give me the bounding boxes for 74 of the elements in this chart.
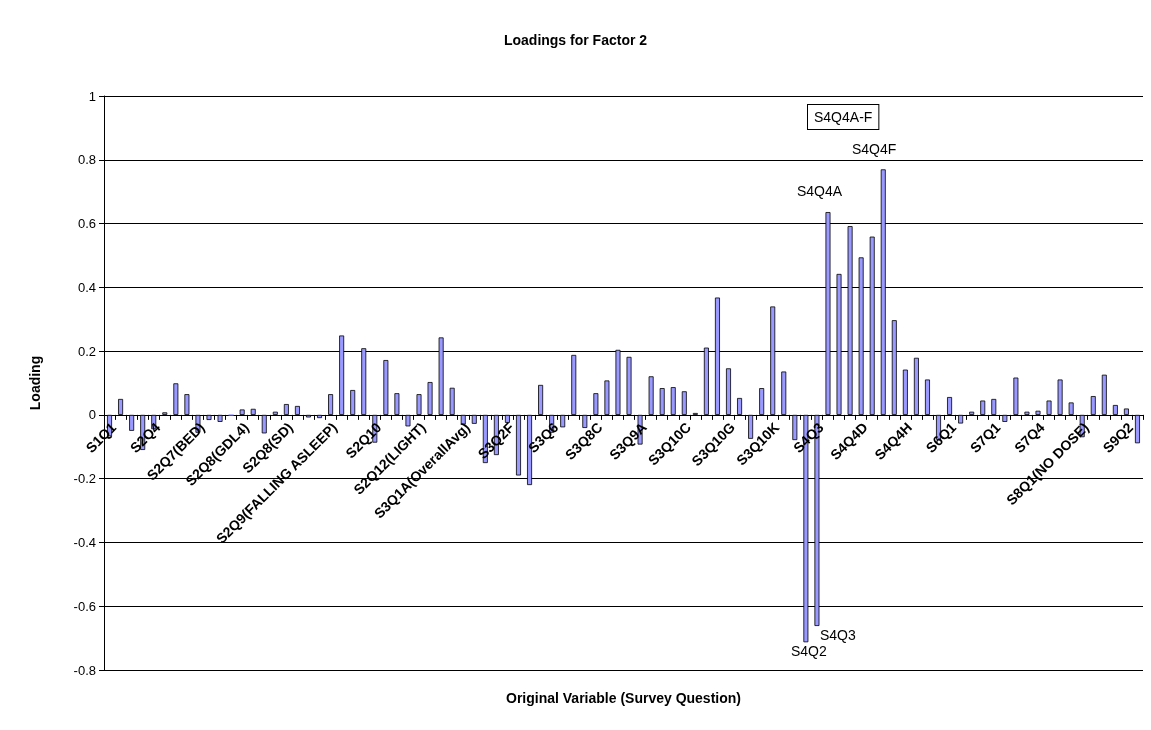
bar <box>283 404 289 415</box>
bar <box>1101 374 1107 415</box>
bar <box>1112 405 1118 415</box>
bar <box>416 394 422 415</box>
bar <box>504 414 510 423</box>
bar <box>1123 408 1129 415</box>
bar <box>1013 377 1019 415</box>
bar <box>902 369 908 415</box>
bar <box>173 383 179 415</box>
bar <box>560 414 566 428</box>
bar <box>328 394 334 415</box>
bar <box>958 414 964 424</box>
bar <box>1046 400 1052 415</box>
annotation: S4Q4A <box>797 183 843 199</box>
bar <box>471 414 477 424</box>
bar <box>781 371 787 415</box>
annotation: S4Q2 <box>790 643 827 660</box>
bar <box>250 408 256 415</box>
bar <box>1002 414 1008 422</box>
bar <box>726 368 731 415</box>
y-tick-label: -0.8 <box>73 662 96 678</box>
y-axis-title: Loading <box>27 355 43 411</box>
bar <box>648 376 654 415</box>
bar <box>184 394 190 415</box>
y-tick-label: -0.4 <box>73 534 96 550</box>
y-tick-label: 0.8 <box>77 152 96 168</box>
bar <box>626 356 632 415</box>
bar <box>924 379 930 415</box>
bar <box>1035 410 1041 415</box>
bar <box>980 400 986 415</box>
bar <box>1068 402 1074 415</box>
bar <box>394 393 400 415</box>
annotation: S4Q4F <box>852 141 897 157</box>
bar <box>516 414 521 476</box>
bar <box>317 414 323 419</box>
y-tick-label: 0.2 <box>77 343 96 359</box>
bar <box>759 388 765 415</box>
annotation: S4Q3 <box>819 626 856 643</box>
bar <box>272 411 278 415</box>
bar <box>681 391 687 415</box>
bar <box>217 414 223 422</box>
bar <box>427 382 433 415</box>
bar <box>538 384 544 415</box>
bar <box>449 387 455 415</box>
y-tick-label: -0.2 <box>73 471 96 487</box>
bar <box>383 360 389 415</box>
bar <box>239 409 245 415</box>
bar <box>604 380 610 415</box>
y-tick-label: -0.6 <box>73 598 96 614</box>
bar <box>206 414 212 420</box>
chart-title: Loadings for Factor 2 <box>503 32 648 48</box>
annotation: S4Q4A-F <box>814 109 873 125</box>
y-tick-label: 0.4 <box>77 279 96 295</box>
bar <box>1057 379 1063 415</box>
bar <box>1090 396 1096 415</box>
bar <box>913 357 919 415</box>
bar <box>1024 411 1030 415</box>
bar <box>1134 414 1140 444</box>
bar <box>593 393 599 415</box>
bar <box>969 411 975 415</box>
bar <box>118 398 124 415</box>
bar <box>737 397 743 415</box>
bar <box>670 387 676 415</box>
bar <box>659 388 665 415</box>
y-tick-label: 0.6 <box>77 216 96 232</box>
bar <box>571 354 577 415</box>
bar <box>294 405 300 415</box>
bar <box>991 398 997 415</box>
bar <box>460 414 466 425</box>
y-tick-label: 1 <box>88 88 96 104</box>
y-tick-label: 0 <box>88 407 96 423</box>
x-axis-title: Original Variable (Survey Question) <box>506 690 741 706</box>
bar <box>350 390 356 415</box>
bar <box>947 397 953 415</box>
